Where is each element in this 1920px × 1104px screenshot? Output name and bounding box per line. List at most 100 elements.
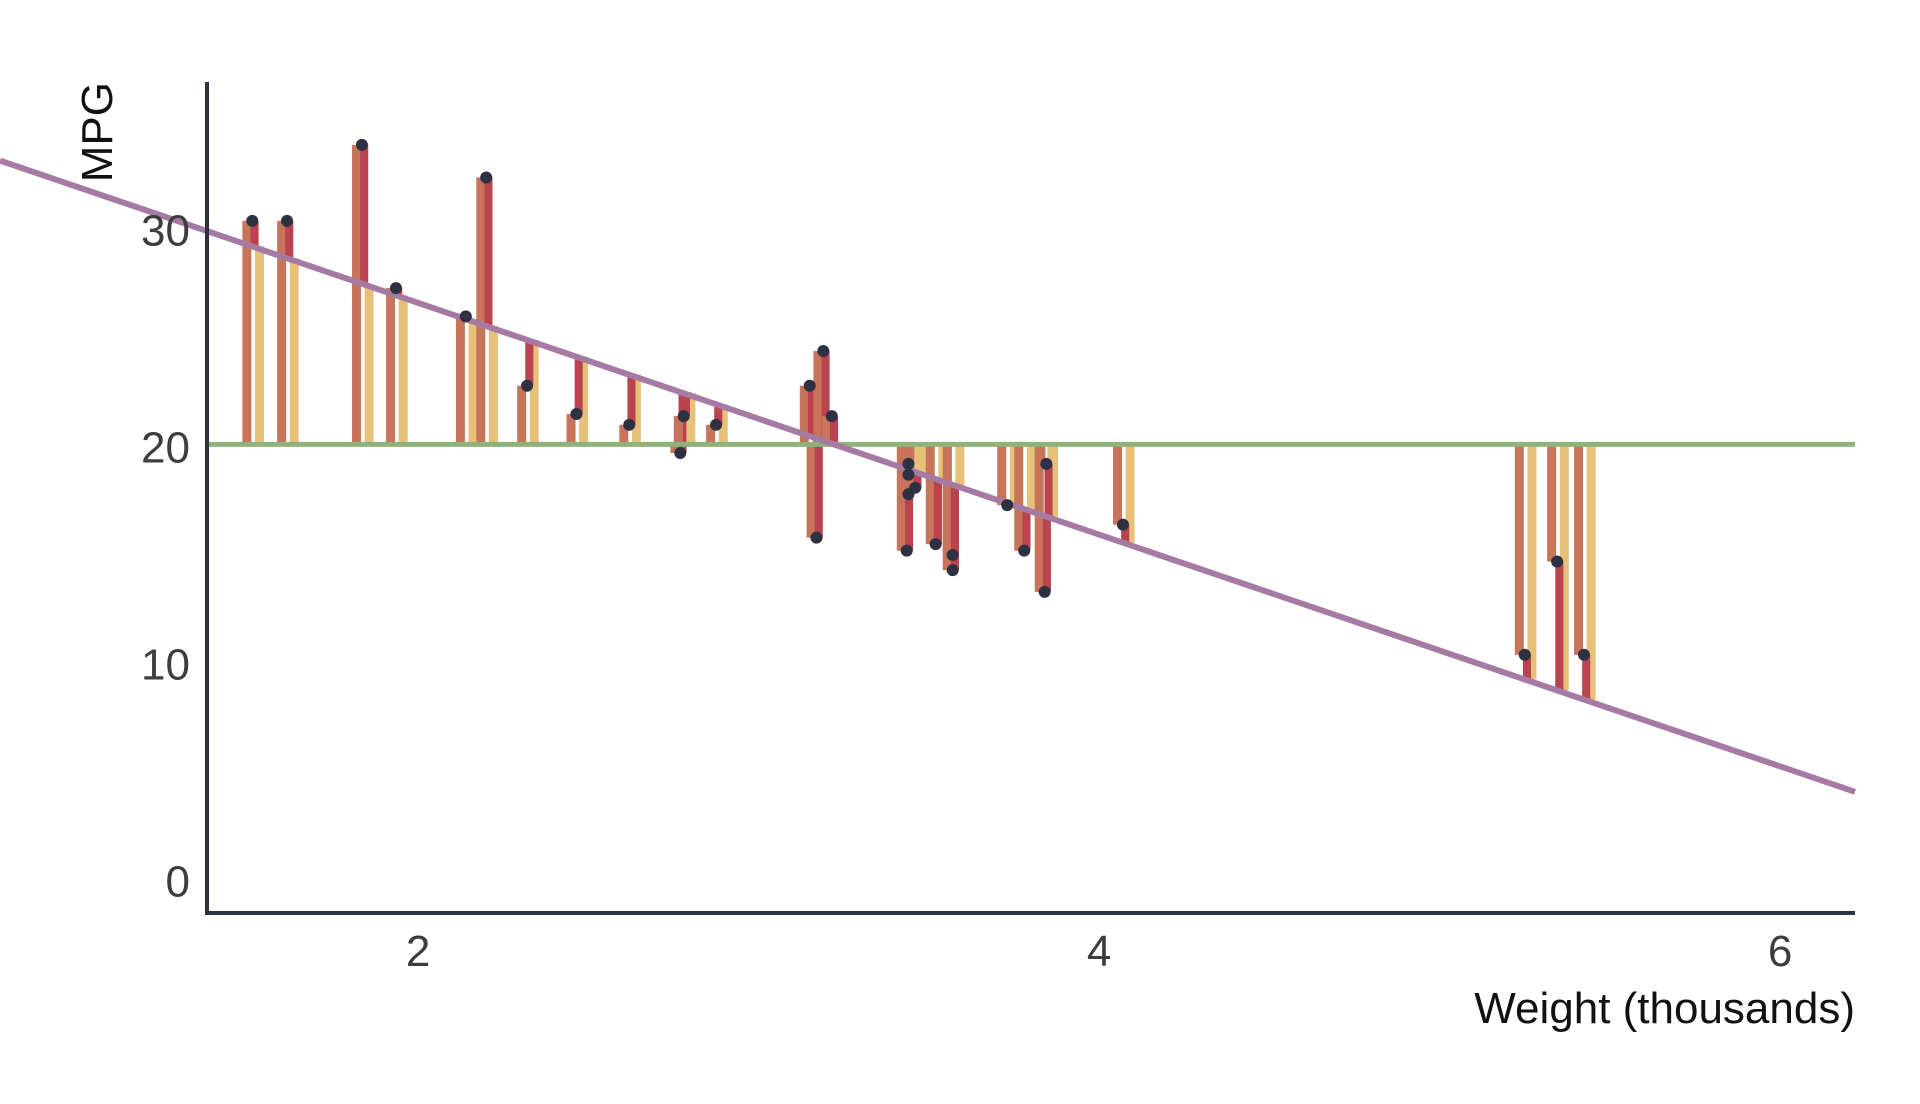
total-deviation-bar bbox=[673, 416, 683, 445]
data-point bbox=[1038, 585, 1051, 598]
total-deviation-bar bbox=[997, 444, 1007, 506]
y-tick-label: 30 bbox=[141, 207, 190, 256]
regression-line bbox=[0, 157, 1856, 795]
explained-deviation-bar bbox=[468, 319, 478, 445]
residual-bar bbox=[1121, 524, 1130, 543]
explained-deviation-bar bbox=[917, 444, 927, 473]
data-point bbox=[810, 531, 823, 544]
residual-bar bbox=[285, 220, 294, 259]
total-deviation-bar bbox=[1547, 444, 1557, 562]
residual-bar bbox=[1022, 509, 1031, 551]
explained-deviation-bar bbox=[955, 444, 965, 485]
residual-bar bbox=[360, 144, 369, 284]
total-deviation-bar bbox=[1514, 444, 1524, 655]
explained-deviation-bar bbox=[1026, 444, 1036, 510]
data-point bbox=[946, 564, 959, 577]
total-deviation-bar bbox=[670, 444, 680, 454]
data-point bbox=[1518, 648, 1531, 661]
axes bbox=[205, 82, 1855, 915]
residual-bar bbox=[525, 339, 534, 386]
total-deviation-bar bbox=[925, 444, 935, 545]
residual-bar bbox=[821, 351, 830, 441]
total-deviation-bar bbox=[821, 416, 831, 445]
data-point bbox=[1040, 457, 1053, 470]
data-point bbox=[902, 468, 915, 481]
data-point bbox=[909, 481, 922, 494]
residual-bar bbox=[913, 472, 922, 488]
total-deviation-bar bbox=[352, 144, 362, 445]
data-points bbox=[246, 138, 1590, 661]
residual-bar bbox=[681, 393, 690, 417]
residual-bar bbox=[627, 374, 636, 425]
explained-deviation-bar bbox=[398, 295, 408, 445]
residual-bar bbox=[574, 356, 583, 414]
explained-deviation-bar bbox=[364, 283, 374, 445]
residual-bar bbox=[1044, 463, 1053, 517]
total-deviation-bar bbox=[1113, 444, 1123, 525]
data-point bbox=[623, 418, 636, 431]
tick-labels: 2 4 6 0 10 20 30 bbox=[141, 207, 1792, 976]
residual-bar bbox=[1042, 516, 1051, 592]
total-deviation-bar bbox=[1036, 444, 1046, 464]
data-point bbox=[900, 544, 913, 557]
explained-deviation-bar bbox=[1125, 444, 1135, 543]
total-deviation-bar bbox=[813, 351, 823, 445]
data-point bbox=[570, 407, 583, 420]
x-tick-label: 6 bbox=[1768, 927, 1792, 976]
x-tick-label: 2 bbox=[406, 927, 430, 976]
y-tick-label: 20 bbox=[141, 424, 190, 473]
total-deviation-bar bbox=[277, 220, 287, 445]
data-point bbox=[1018, 544, 1031, 557]
explained-deviation-bar bbox=[529, 339, 539, 445]
total-deviation-bar bbox=[476, 177, 486, 445]
explained-deviation-bar bbox=[254, 246, 264, 445]
total-deviation-bar bbox=[799, 385, 809, 445]
data-point bbox=[677, 410, 690, 423]
explained-deviation-bar bbox=[718, 404, 728, 445]
deviation-bars bbox=[242, 144, 1596, 700]
residual-bar bbox=[1522, 654, 1532, 680]
data-point bbox=[459, 310, 472, 323]
data-point bbox=[674, 447, 687, 460]
data-point bbox=[803, 379, 816, 392]
total-deviation-bar bbox=[1574, 444, 1584, 655]
residual-bar bbox=[950, 484, 959, 571]
residual-bar bbox=[1582, 654, 1591, 700]
residual-bar bbox=[814, 438, 823, 538]
data-point bbox=[825, 410, 838, 423]
residual-bar bbox=[714, 404, 723, 425]
total-deviation-bar bbox=[1014, 444, 1024, 551]
total-deviation-bar bbox=[566, 413, 576, 445]
total-deviation-bar bbox=[898, 444, 908, 475]
explained-deviation-bar bbox=[1586, 444, 1596, 700]
residual-bar bbox=[1555, 561, 1564, 691]
explained-deviation-bar bbox=[911, 444, 921, 470]
total-deviation-bar bbox=[619, 424, 629, 445]
total-deviation-bar bbox=[942, 444, 952, 571]
total-deviation-bar bbox=[386, 288, 396, 445]
x-axis-title: Weight (thousands) bbox=[1474, 984, 1855, 1033]
residual-bar bbox=[807, 385, 816, 437]
y-tick-label: 0 bbox=[166, 857, 190, 906]
data-point bbox=[710, 418, 723, 431]
explained-deviation-bar bbox=[631, 374, 641, 445]
x-tick-label: 4 bbox=[1087, 927, 1111, 976]
total-deviation-bar bbox=[517, 385, 527, 445]
explained-deviation-bar bbox=[488, 326, 498, 445]
explained-deviation-bar bbox=[1049, 444, 1059, 517]
data-point bbox=[1577, 648, 1590, 661]
data-point bbox=[1116, 518, 1129, 531]
y-tick-label: 10 bbox=[141, 640, 190, 689]
data-point bbox=[817, 345, 830, 358]
data-point bbox=[1551, 555, 1564, 568]
data-point bbox=[929, 538, 942, 551]
total-deviation-bar bbox=[455, 316, 465, 445]
data-point bbox=[355, 138, 368, 151]
total-deviation-bar bbox=[806, 444, 816, 538]
reference-lines bbox=[0, 157, 1856, 795]
data-point bbox=[281, 214, 294, 227]
total-deviation-bar bbox=[896, 444, 906, 551]
data-point bbox=[389, 282, 402, 295]
